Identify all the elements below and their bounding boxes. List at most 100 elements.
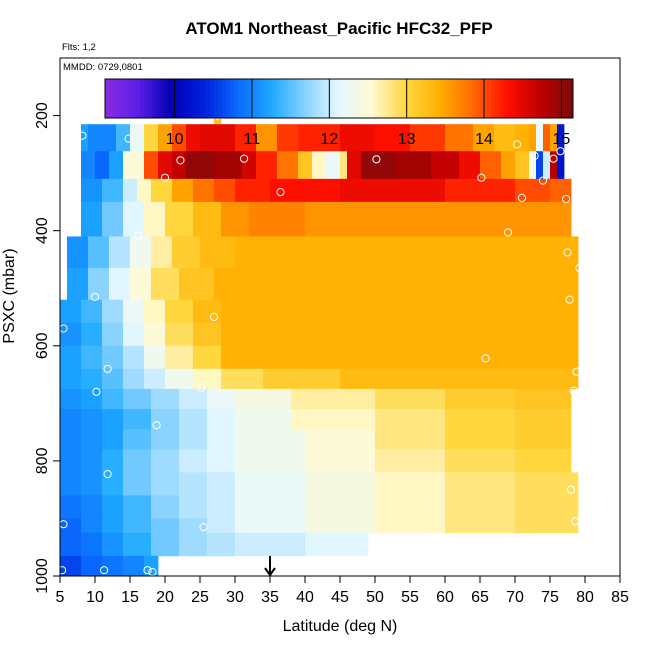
heatmap-cell-5-7 [235, 236, 579, 269]
heatmap-cell-13-0 [60, 429, 82, 450]
heatmap-cell-17-1 [81, 518, 103, 534]
colorbar-swatch [233, 79, 238, 118]
heatmap-cell-3-0 [81, 178, 103, 203]
heatmap-cell-2-21 [480, 151, 502, 180]
heatmap-cell-1-22 [543, 124, 551, 152]
heatmap-cell-8-4 [144, 322, 166, 347]
heatmap-cell-10-2 [102, 368, 124, 390]
heatmap-cell-11-1 [81, 388, 103, 410]
colorbar-swatch [183, 79, 188, 118]
x-tick-label: 65 [471, 589, 489, 606]
colorbar-swatch [522, 79, 527, 118]
sample-point-4 [90, 292, 100, 301]
heatmap-cell-7-5 [165, 299, 194, 324]
heatmap-cell-1-24 [557, 124, 565, 152]
colorbar-swatch [229, 79, 235, 118]
sample-point-34 [563, 248, 572, 257]
colorbar-swatch [261, 79, 266, 118]
heatmap-cell-16-0 [60, 495, 82, 519]
colorbar-tick-label: 10 [166, 131, 184, 148]
heatmap-cell-3-4 [151, 178, 173, 203]
colorbar-swatch [284, 79, 289, 118]
heatmap-cell-2-17 [361, 151, 397, 180]
heatmap-cell-8-6 [193, 322, 222, 347]
sample-point-7 [103, 470, 112, 479]
heatmap-cell-16-2 [102, 495, 124, 519]
colorbar-swatch [339, 79, 344, 118]
heatmap-cell-7-2 [102, 299, 124, 324]
colorbar-swatch [483, 79, 488, 118]
heatmap-cell-16-8 [305, 495, 376, 519]
colorbar-swatch [448, 79, 453, 118]
heatmap-cell-2-12 [298, 151, 313, 180]
heatmap-cell-14-6 [207, 449, 236, 473]
plot-area [58, 111, 584, 577]
colorbar-swatch [417, 79, 422, 118]
heatmap-cell-13-11 [515, 429, 572, 450]
colorbar-swatch [163, 79, 168, 118]
heatmap-cell-12-6 [207, 409, 236, 430]
heatmap-cell-15-5 [179, 472, 208, 496]
heatmap-cell-15-9 [375, 472, 446, 496]
colorbar-swatch [315, 79, 320, 118]
heatmap-cell-11-0 [60, 388, 82, 410]
colorbar-swatch [526, 79, 531, 118]
heatmap-cell-12-9 [375, 409, 446, 430]
colorbar-swatch [393, 79, 398, 118]
colorbar-swatch [280, 79, 285, 118]
colorbar-swatch [537, 79, 543, 118]
heatmap-cell-12-10 [445, 409, 516, 430]
heatmap-cell-10-1 [81, 368, 103, 390]
heatmap-cell-0-0 [214, 115, 222, 125]
colorbar-swatch [498, 79, 504, 118]
heatmap-cell-10-7 [221, 368, 264, 390]
colorbar-swatch [346, 79, 352, 118]
colorbar-swatch [444, 79, 449, 118]
heatmap-cell-2-20 [459, 151, 481, 180]
heatmap-cell-14-2 [102, 449, 124, 473]
heatmap-cell-6-4 [151, 268, 180, 301]
sample-point-31 [549, 154, 558, 163]
heatmap-cell-17-0 [60, 518, 82, 534]
heatmap-cell-2-13 [312, 151, 327, 180]
sample-point-27 [513, 140, 522, 149]
colorbar-swatch [124, 79, 129, 118]
heatmap-cell-3-12 [515, 178, 551, 203]
colorbar-swatch [374, 79, 379, 118]
heatmap-cell-17-2 [102, 518, 124, 534]
heatmap-cell-15-0 [60, 472, 82, 496]
colorbar-swatch [206, 79, 211, 118]
colorbar-swatch [218, 79, 223, 118]
heatmap-cell-7-4 [144, 299, 166, 324]
colorbar-swatch [214, 79, 219, 118]
heatmap-cell-11-9 [375, 388, 446, 410]
heatmap-cell-16-7 [235, 495, 306, 519]
heatmap-cell-5-1 [88, 236, 110, 269]
heatmap-cell-11-10 [445, 388, 516, 410]
heatmap-cell-13-2 [102, 429, 124, 450]
heatmap-cell-14-5 [179, 449, 208, 473]
colorbar-tick-label: 12 [320, 131, 338, 148]
heatmap-cell-1-8 [200, 124, 236, 152]
heatmap-cell-10-4 [144, 368, 166, 390]
heatmap-cell-15-7 [235, 472, 306, 496]
sample-point-9 [124, 134, 133, 143]
heatmap-cell-9-5 [165, 345, 194, 370]
heatmap-cell-2-0 [81, 151, 96, 180]
colorbar-swatch [479, 79, 484, 118]
heatmap-cell-3-2 [123, 178, 138, 203]
heatmap-cell-3-3 [137, 178, 152, 203]
heatmap-cell-18-0 [60, 532, 82, 557]
heatmap-cell-8-5 [165, 322, 194, 347]
colorbar-swatch [128, 79, 133, 118]
heatmap-cell-13-1 [81, 429, 103, 450]
colorbar-swatch [245, 79, 250, 118]
heatmap-cell-16-1 [81, 495, 103, 519]
heatmap-cell-2-16 [347, 151, 362, 180]
heatmap-cell-6-1 [88, 268, 110, 301]
colorbar-swatch [440, 79, 445, 118]
x-tick-label: 20 [156, 589, 174, 606]
colorbar-swatch [502, 79, 508, 118]
heatmap-cell-1-6 [172, 124, 187, 152]
sample-point-38 [571, 517, 580, 526]
